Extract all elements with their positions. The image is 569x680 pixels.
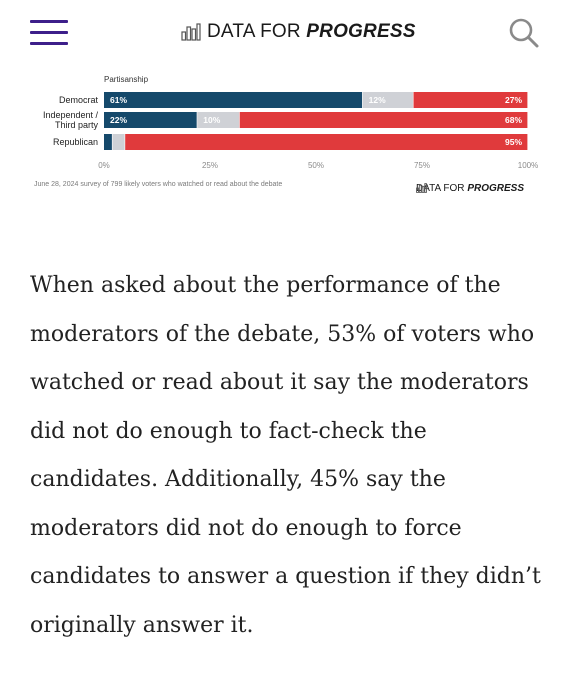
hamburger-menu-icon[interactable] bbox=[30, 20, 68, 46]
category-label: Democrat bbox=[59, 95, 99, 105]
bar-segment bbox=[197, 112, 240, 128]
chart-footnote: June 28, 2024 survey of 799 likely voter… bbox=[34, 181, 283, 188]
data-label: 68% bbox=[505, 115, 522, 125]
site-logo[interactable]: DATA FOR PROGRESS bbox=[181, 20, 416, 44]
article-body: When asked about the performance of the … bbox=[30, 262, 550, 650]
chart-source-logo-text: DATA FOR PROGRESS bbox=[416, 183, 524, 194]
x-tick-label: 25% bbox=[202, 161, 218, 170]
bar-chart-logo-icon bbox=[181, 23, 201, 41]
partisanship-chart: Partisanship Democrat 61% 12% 27% Independen… bbox=[30, 70, 540, 210]
category-label: Independent / bbox=[43, 110, 99, 120]
chart-source-logo: DATA FOR PROGRESS bbox=[416, 183, 524, 194]
data-label: 12% bbox=[369, 95, 386, 105]
bar-segment bbox=[413, 92, 528, 108]
category-label: Republican bbox=[53, 137, 98, 147]
data-label: 10% bbox=[203, 115, 220, 125]
site-header: DATA FOR PROGRESS bbox=[0, 0, 569, 64]
x-tick-label: 100% bbox=[518, 161, 538, 170]
x-tick-label: 50% bbox=[308, 161, 324, 170]
chart-source-logo-bold: PROGRESS bbox=[467, 183, 524, 194]
logo-text-bold: PROGRESS bbox=[306, 21, 416, 42]
bar-segment bbox=[239, 112, 528, 128]
x-tick-label: 75% bbox=[414, 161, 430, 170]
bar-segment bbox=[104, 112, 197, 128]
bar-segment bbox=[362, 92, 413, 108]
bar-segment bbox=[112, 134, 125, 150]
article-paragraph: When asked about the performance of the … bbox=[30, 273, 541, 638]
x-tick-label: 0% bbox=[98, 161, 110, 170]
data-label: 27% bbox=[505, 95, 522, 105]
logo-text-plain: DATA FOR bbox=[207, 21, 301, 42]
stacked-bar-chart: Democrat 61% 12% 27% Independent /Third part… bbox=[43, 92, 538, 170]
logo-text: DATA FOR PROGRESS bbox=[207, 21, 416, 43]
search-icon[interactable] bbox=[508, 17, 540, 49]
data-label: 22% bbox=[110, 115, 127, 125]
bar-segment bbox=[104, 134, 112, 150]
bar-chart-logo-icon bbox=[416, 183, 427, 193]
bar-segment bbox=[104, 92, 363, 108]
bar-segment bbox=[125, 134, 528, 150]
category-label: Third party bbox=[55, 120, 99, 130]
data-label: 95% bbox=[505, 137, 522, 147]
chart-title: Partisanship bbox=[104, 75, 149, 84]
data-label: 61% bbox=[110, 95, 127, 105]
chart-source-logo-plain: DATA FOR bbox=[416, 183, 465, 194]
